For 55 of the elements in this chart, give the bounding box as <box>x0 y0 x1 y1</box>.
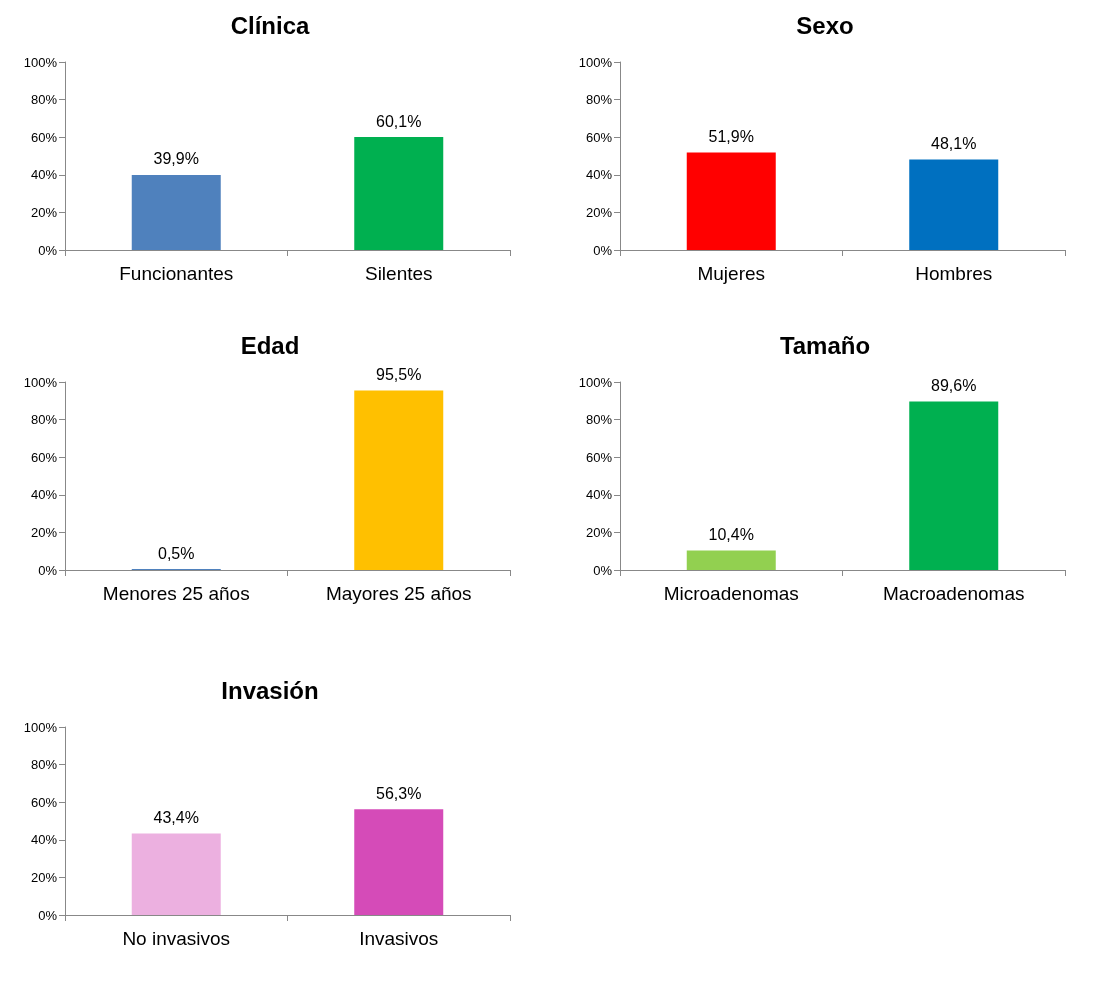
y-tick-label: 20% <box>30 524 58 540</box>
y-tick-label: 20% <box>585 204 613 220</box>
y-tick-label: 80% <box>585 92 613 108</box>
chart-title: Edad <box>240 331 300 359</box>
x-tick-label: No invasivos <box>122 928 231 949</box>
x-tick-label: Hombres <box>915 263 993 284</box>
x-tick-label: Mayores 25 años <box>325 583 472 604</box>
x-tick-label: Silentes <box>364 263 433 284</box>
y-tick-label: 60% <box>30 794 58 810</box>
data-label: 95,5% <box>376 365 422 383</box>
y-tick-label: 0% <box>38 562 58 578</box>
y-tick-label: 20% <box>585 524 613 540</box>
chart-title: Sexo <box>796 11 854 39</box>
y-tick-label: 20% <box>30 204 58 220</box>
data-label: 10,4% <box>708 525 754 543</box>
y-tick-label: 60% <box>30 449 58 465</box>
y-tick-label: 40% <box>30 167 58 183</box>
y-tick-label: 60% <box>585 449 613 465</box>
y-tick-label: 40% <box>585 487 613 503</box>
x-tick-label: Funcionantes <box>119 263 234 284</box>
data-label: 56,3% <box>376 784 422 802</box>
data-label: 0,5% <box>158 544 195 562</box>
y-tick-label: 20% <box>30 869 58 885</box>
data-label: 39,9% <box>153 150 199 168</box>
data-label: 48,1% <box>931 135 977 153</box>
y-tick-label: 100% <box>23 719 58 735</box>
y-tick-label: 0% <box>593 562 613 578</box>
y-tick-label: 100% <box>578 374 613 390</box>
data-label: 43,4% <box>153 808 199 826</box>
x-tick-label: Invasivos <box>359 928 439 949</box>
y-tick-label: 60% <box>585 129 613 145</box>
y-tick-label: 40% <box>30 487 58 503</box>
y-tick-label: 0% <box>38 242 58 258</box>
y-tick-label: 40% <box>585 167 613 183</box>
x-tick-label: Microadenomas <box>663 583 799 604</box>
chart-title: Tamaño <box>779 331 871 359</box>
x-tick-label: Macroadenomas <box>882 583 1025 604</box>
y-tick-label: 60% <box>30 129 58 145</box>
chart-title: Invasión <box>221 676 319 704</box>
data-label: 51,9% <box>708 127 754 145</box>
y-tick-label: 0% <box>593 242 613 258</box>
y-tick-label: 80% <box>30 757 58 773</box>
y-tick-label: 40% <box>30 832 58 848</box>
y-tick-label: 100% <box>578 54 613 70</box>
data-label: 60,1% <box>376 112 422 130</box>
y-tick-label: 100% <box>23 374 58 390</box>
y-tick-label: 80% <box>30 92 58 108</box>
y-tick-label: 0% <box>38 907 58 923</box>
x-tick-label: Menores 25 años <box>102 583 250 604</box>
x-tick-label: Mujeres <box>697 263 766 284</box>
chart-title: Clínica <box>230 11 310 39</box>
data-label: 89,6% <box>931 377 977 395</box>
y-tick-label: 80% <box>30 412 58 428</box>
y-tick-label: 100% <box>23 54 58 70</box>
y-tick-label: 80% <box>585 412 613 428</box>
